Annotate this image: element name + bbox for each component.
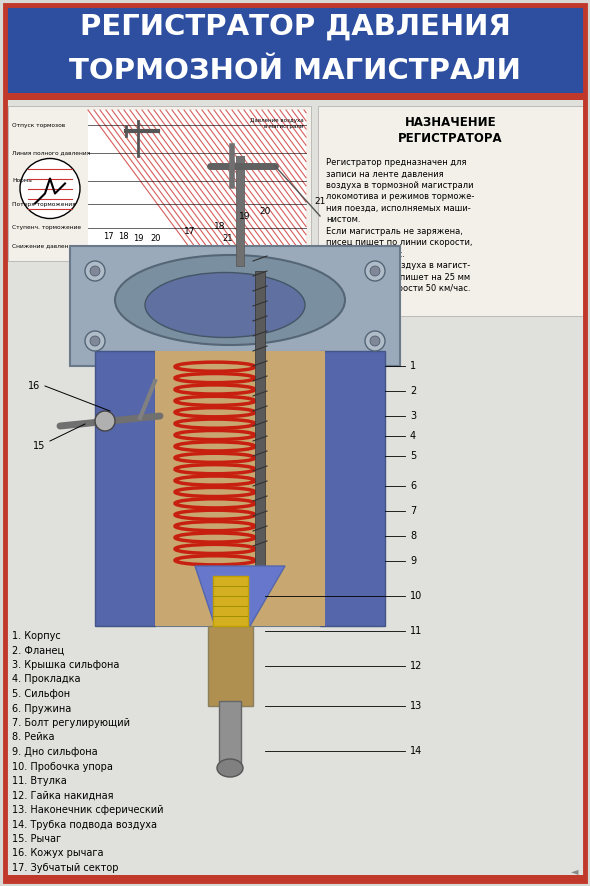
Text: 3: 3 [410,411,416,421]
Bar [320,351,385,626]
Bar [95,351,155,626]
Text: Снижение давления: Снижение давления [12,244,76,249]
Bar [8,106,311,261]
Bar [155,351,325,626]
Text: 2: 2 [410,386,417,396]
Text: 19: 19 [240,212,251,221]
Text: 10: 10 [410,591,422,601]
Bar [88,110,306,257]
Text: 17: 17 [184,227,196,236]
Text: 12: 12 [410,661,422,671]
Text: НАЗНАЧЕНИЕ
РЕГИСТРАТОРА: НАЗНАЧЕНИЕ РЕГИСТРАТОРА [398,116,503,145]
Circle shape [85,261,105,281]
Bar [5,93,585,100]
Circle shape [365,331,385,351]
Polygon shape [195,566,285,626]
Bar [5,100,585,881]
Bar [213,576,248,626]
Text: Линия полного давления: Линия полного давления [12,151,90,155]
Bar [236,156,244,266]
Circle shape [95,411,115,431]
Text: Отпуск тормозов: Отпуск тормозов [12,122,65,128]
Text: 6: 6 [217,256,221,261]
Circle shape [90,336,100,346]
Text: Давление воздуха
в магистрали: Давление воздуха в магистрали [250,118,304,128]
Text: 10: 10 [303,256,310,261]
Bar [255,271,265,596]
Text: 15. Рычаг: 15. Рычаг [12,834,61,844]
Text: 11. Втулка: 11. Втулка [12,776,67,786]
Text: 11: 11 [410,626,422,636]
Text: 17. Зубчатый сектор: 17. Зубчатый сектор [12,863,119,873]
Text: 13: 13 [410,701,422,711]
Bar [5,5,585,93]
Text: 1. Корпус: 1. Корпус [12,631,61,641]
Circle shape [90,266,100,276]
Text: ТОРМОЗНОЙ МАГИСТРАЛИ: ТОРМОЗНОЙ МАГИСТРАЛИ [69,57,521,85]
Text: 16: 16 [28,381,40,391]
Bar [5,875,585,881]
Text: Норма: Норма [12,178,32,183]
Circle shape [370,336,380,346]
Text: 8: 8 [410,531,416,541]
Text: 2: 2 [130,256,133,261]
Text: РЕГИСТРАТОР ДАВЛЕНИЯ: РЕГИСТРАТОР ДАВЛЕНИЯ [80,13,510,41]
Text: 14. Трубка подвода воздуха: 14. Трубка подвода воздуха [12,820,157,829]
Text: 2. Фланец: 2. Фланец [12,646,64,656]
Text: 20: 20 [151,234,161,243]
Text: 18: 18 [214,222,226,230]
Text: 5. Сильфон: 5. Сильфон [12,689,70,699]
Text: 7. Болт регулирующий: 7. Болт регулирующий [12,718,130,728]
Ellipse shape [145,273,305,338]
Text: 20: 20 [260,206,271,215]
Text: 13. Наконечник сферический: 13. Наконечник сферический [12,805,163,815]
Text: 21: 21 [314,197,326,206]
Text: 5: 5 [410,451,417,461]
Text: 6: 6 [410,481,416,491]
Text: 14: 14 [410,746,422,756]
Text: 18: 18 [117,231,128,240]
Text: 8: 8 [261,256,264,261]
Bar [208,626,253,706]
Text: Потеря торможения: Потеря торможения [12,202,76,206]
Text: 9. Дно сильфона: 9. Дно сильфона [12,747,97,757]
Text: 10. Пробочка упора: 10. Пробочка упора [12,761,113,772]
Circle shape [85,331,105,351]
Text: 8. Рейка: 8. Рейка [12,733,54,742]
Ellipse shape [217,759,243,777]
Text: 4. Прокладка: 4. Прокладка [12,674,80,685]
Text: 16. Кожух рычага: 16. Кожух рычага [12,849,103,859]
Circle shape [370,266,380,276]
Bar [100,351,380,626]
Bar [219,701,241,771]
Text: 7: 7 [410,506,417,516]
Bar [318,106,583,316]
Text: Регистратор предназначен для
записи на ленте давления
воздуха в тормозной магист: Регистратор предназначен для записи на л… [326,158,474,293]
Text: Ступенч. торможение: Ступенч. торможение [12,225,81,230]
Text: ◄: ◄ [571,866,578,876]
Ellipse shape [115,255,345,345]
Text: 15: 15 [32,441,45,451]
Text: 21: 21 [223,234,233,243]
Circle shape [20,159,80,219]
Circle shape [365,261,385,281]
Text: 4: 4 [173,256,177,261]
Text: 9: 9 [410,556,416,566]
Text: 1: 1 [410,361,416,371]
Bar [70,246,400,366]
Text: 6. Пружина: 6. Пружина [12,703,71,713]
Text: 12. Гайка накидная: 12. Гайка накидная [12,790,113,800]
Text: 0: 0 [86,256,90,261]
Text: 3. Крышка сильфона: 3. Крышка сильфона [12,660,119,670]
Text: 4: 4 [410,431,416,441]
Text: 19: 19 [133,234,143,243]
Text: 17: 17 [103,231,113,240]
